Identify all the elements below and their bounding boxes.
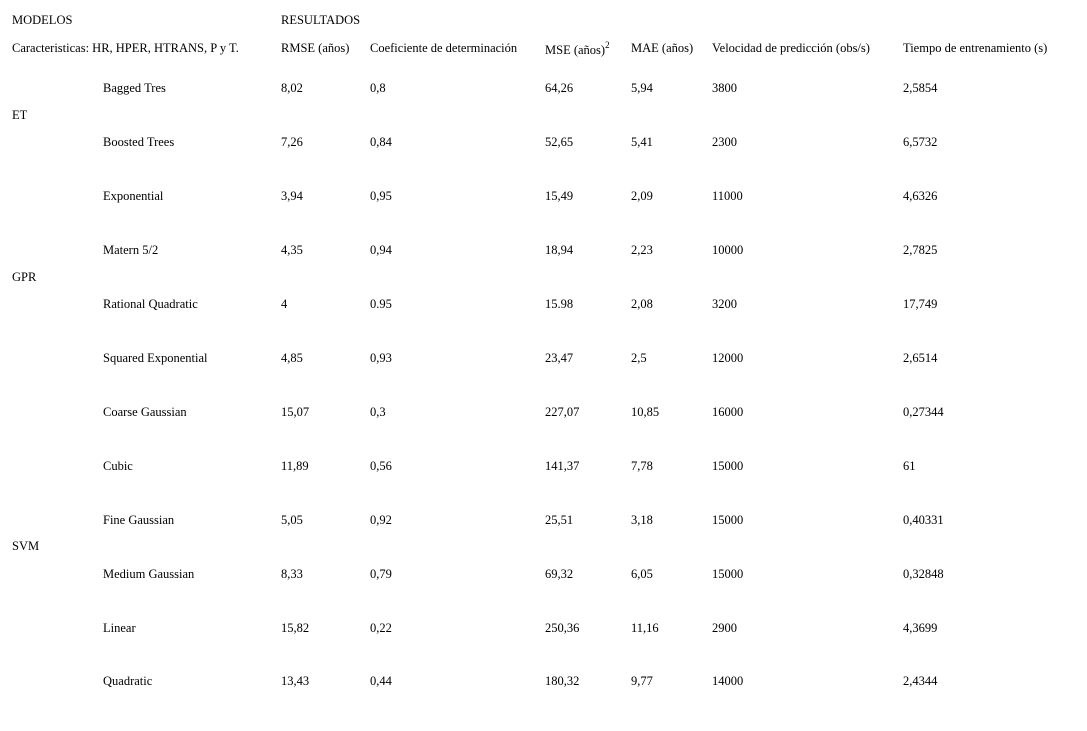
cell-mse: 69,32 — [545, 567, 574, 581]
cell-mae: 2,5 — [631, 351, 647, 365]
cell-mse: 52,65 — [545, 135, 574, 149]
col-header-time: Tiempo de entrenamiento (s) — [903, 41, 1048, 55]
cell-rmse: 8,02 — [281, 81, 303, 95]
cell-rmse: 5,05 — [281, 513, 303, 527]
cell-speed: 2300 — [712, 135, 737, 149]
cell-mse: 15.98 — [545, 297, 574, 311]
cell-r2: 0,94 — [370, 243, 392, 257]
cell-mse: 23,47 — [545, 351, 574, 365]
group-label-gpr: GPR — [12, 270, 37, 284]
group-label-et: ET — [12, 108, 28, 122]
col-header-mae: MAE (años) — [631, 41, 694, 55]
cell-mse: 227,07 — [545, 405, 580, 419]
cell-mae: 5,94 — [631, 81, 653, 95]
cell-model: Medium Gaussian — [103, 567, 195, 581]
cell-speed: 15000 — [712, 567, 744, 581]
cell-time: 0,32848 — [903, 567, 944, 581]
col-header-mse-exponent: 2 — [605, 40, 610, 50]
cell-model: Linear — [103, 621, 136, 635]
cell-time: 6,5732 — [903, 135, 938, 149]
cell-rmse: 7,26 — [281, 135, 303, 149]
cell-rmse: 4,85 — [281, 351, 303, 365]
cell-rmse: 15,07 — [281, 405, 310, 419]
cell-time: 0,27344 — [903, 405, 944, 419]
cell-time: 4,6326 — [903, 189, 938, 203]
cell-model: Rational Quadratic — [103, 297, 198, 311]
cell-r2: 0,93 — [370, 351, 392, 365]
cell-r2: 0.95 — [370, 297, 392, 311]
cell-mse: 15,49 — [545, 189, 574, 203]
cell-mae: 11,16 — [631, 621, 659, 635]
cell-r2: 0,22 — [370, 621, 392, 635]
cell-mse: 141,37 — [545, 459, 580, 473]
col-header-speed: Velocidad de predicción (obs/s) — [712, 41, 870, 55]
cell-rmse: 8,33 — [281, 567, 303, 581]
cell-mae: 2,08 — [631, 297, 653, 311]
cell-r2: 0,92 — [370, 513, 392, 527]
cell-mae: 7,78 — [631, 459, 653, 473]
cell-speed: 15000 — [712, 513, 744, 527]
cell-model: Matern 5/2 — [103, 243, 159, 257]
cell-rmse: 4 — [281, 297, 288, 311]
cell-model: Coarse Gaussian — [103, 405, 187, 419]
cell-model: Squared Exponential — [103, 351, 208, 365]
cell-speed: 15000 — [712, 459, 744, 473]
col-header-rmse: RMSE (años) — [281, 41, 350, 55]
cell-r2: 0,44 — [370, 674, 392, 688]
cell-model: Exponential — [103, 189, 164, 203]
cell-mae: 9,77 — [631, 674, 653, 688]
cell-rmse: 13,43 — [281, 674, 310, 688]
cell-rmse: 11,89 — [281, 459, 309, 473]
cell-speed: 12000 — [712, 351, 744, 365]
models-heading: MODELOS — [12, 13, 73, 27]
cell-mae: 2,23 — [631, 243, 653, 257]
features-heading: Caracteristicas: HR, HPER, HTRANS, P y T… — [12, 41, 239, 55]
cell-speed: 3800 — [712, 81, 737, 95]
cell-mae: 10,85 — [631, 405, 660, 419]
cell-speed: 11000 — [712, 189, 743, 203]
cell-r2: 0,56 — [370, 459, 392, 473]
cell-rmse: 3,94 — [281, 189, 303, 203]
cell-mse: 64,26 — [545, 81, 574, 95]
cell-time: 4,3699 — [903, 621, 938, 635]
cell-time: 2,4344 — [903, 674, 938, 688]
cell-mse: 250,36 — [545, 621, 580, 635]
cell-r2: 0,3 — [370, 405, 386, 419]
cell-speed: 14000 — [712, 674, 744, 688]
cell-mse: 25,51 — [545, 513, 574, 527]
cell-mae: 5,41 — [631, 135, 653, 149]
cell-model: Bagged Tres — [103, 81, 166, 95]
col-header-mse-text: MSE (años) — [545, 43, 606, 57]
cell-model: Cubic — [103, 459, 133, 473]
cell-r2: 0,79 — [370, 567, 392, 581]
cell-model: Boosted Trees — [103, 135, 175, 149]
cell-model: Fine Gaussian — [103, 513, 175, 527]
cell-speed: 2900 — [712, 621, 737, 635]
cell-time: 61 — [903, 459, 916, 473]
cell-mse: 180,32 — [545, 674, 580, 688]
cell-mse: 18,94 — [545, 243, 574, 257]
cell-model: Quadratic — [103, 674, 153, 688]
results-heading: RESULTADOS — [281, 13, 361, 27]
cell-speed: 3200 — [712, 297, 737, 311]
col-header-mse: MSE (años)2 — [545, 40, 610, 58]
group-label-svm: SVM — [12, 539, 40, 553]
cell-mae: 2,09 — [631, 189, 653, 203]
cell-r2: 0,95 — [370, 189, 392, 203]
cell-speed: 10000 — [712, 243, 744, 257]
cell-r2: 0,8 — [370, 81, 386, 95]
cell-time: 2,6514 — [903, 351, 938, 365]
cell-mae: 3,18 — [631, 513, 653, 527]
cell-rmse: 15,82 — [281, 621, 310, 635]
cell-rmse: 4,35 — [281, 243, 303, 257]
cell-time: 2,5854 — [903, 81, 938, 95]
cell-mae: 6,05 — [631, 567, 653, 581]
cell-r2: 0,84 — [370, 135, 392, 149]
cell-time: 2,7825 — [903, 243, 938, 257]
cell-time: 0,40331 — [903, 513, 944, 527]
cell-time: 17,749 — [903, 297, 938, 311]
cell-speed: 16000 — [712, 405, 744, 419]
col-header-r2: Coeficiente de determinación — [370, 41, 518, 55]
